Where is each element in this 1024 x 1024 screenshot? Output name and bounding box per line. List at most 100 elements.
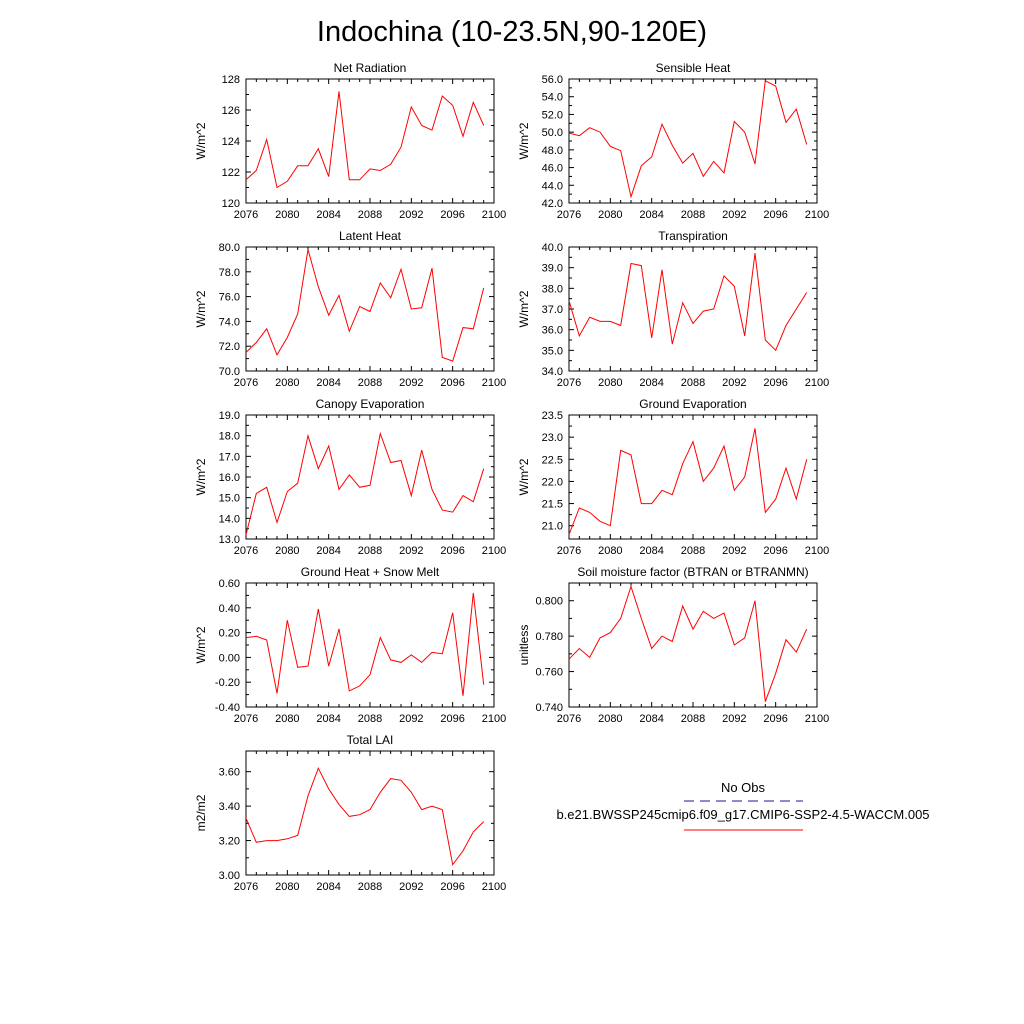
y-tick-label: 46.0 xyxy=(542,163,563,175)
y-axis-label: W/m^2 xyxy=(194,626,208,663)
y-tick-label: 54.0 xyxy=(542,92,563,104)
x-tick-label: 2084 xyxy=(316,713,340,725)
x-tick-label: 2080 xyxy=(275,377,299,389)
y-tick-label: 0.40 xyxy=(219,603,240,615)
x-tick-label: 2084 xyxy=(639,545,663,557)
x-tick-label: 2092 xyxy=(399,209,423,221)
y-tick-label: 21.5 xyxy=(542,499,563,511)
plot-frame xyxy=(568,582,818,708)
y-tick-label: 16.0 xyxy=(219,472,240,484)
y-tick-label: 52.0 xyxy=(542,109,563,121)
x-tick-label: 2092 xyxy=(722,377,746,389)
x-tick-label: 2080 xyxy=(275,209,299,221)
x-tick-label: 2096 xyxy=(763,545,787,557)
panel-transpiration: Transpiration W/m^2 2076 2080 2084 2088 2092 20… xyxy=(517,229,829,389)
x-tick-label: 2076 xyxy=(234,377,258,389)
y-axis-label: W/m^2 xyxy=(517,458,531,495)
panel-title: Soil moisture factor (BTRAN or BTRANMN) xyxy=(577,565,808,579)
x-tick-label: 2076 xyxy=(234,713,258,725)
y-tick-label: 21.0 xyxy=(542,521,563,533)
y-tick-label: 44.0 xyxy=(542,180,563,192)
x-tick-label: 2092 xyxy=(722,209,746,221)
x-tick-label: 2084 xyxy=(316,881,340,893)
y-tick-label: 0.740 xyxy=(535,702,563,714)
y-tick-label: 0.800 xyxy=(535,596,563,608)
panel-title: Total LAI xyxy=(347,733,394,747)
x-tick-label: 2076 xyxy=(234,881,258,893)
x-tick-label: 2080 xyxy=(598,377,622,389)
y-axis-label: W/m^2 xyxy=(194,458,208,495)
y-tick-label: 17.0 xyxy=(219,451,240,463)
y-tick-label: 128 xyxy=(222,74,240,86)
y-tick-label: 18.0 xyxy=(219,431,240,443)
series-line xyxy=(568,428,808,535)
y-tick-label: 74.0 xyxy=(219,316,240,328)
y-tick-label: 19.0 xyxy=(219,410,240,422)
x-tick-label: 2100 xyxy=(805,377,829,389)
x-tick-label: 2084 xyxy=(316,377,340,389)
x-tick-label: 2084 xyxy=(639,713,663,725)
x-tick-label: 2076 xyxy=(557,713,581,725)
x-tick-label: 2100 xyxy=(482,713,506,725)
main-title: Indochina (10-23.5N,90-120E) xyxy=(317,16,707,48)
y-tick-label: 15.0 xyxy=(219,493,240,505)
y-tick-label: 22.0 xyxy=(542,476,563,488)
x-tick-label: 2100 xyxy=(805,545,829,557)
plot-frame xyxy=(245,78,495,204)
y-tick-label: 0.20 xyxy=(219,628,240,640)
y-tick-label: 50.0 xyxy=(542,127,563,139)
series-line xyxy=(568,584,808,702)
y-tick-label: 120 xyxy=(222,198,240,210)
plot-frame xyxy=(568,246,818,372)
panel-ground-evaporation: Ground Evaporation W/m^2 2076 2080 2084 2088 2… xyxy=(517,397,829,557)
series-line xyxy=(245,431,485,536)
y-tick-label: 39.0 xyxy=(542,263,563,275)
y-tick-label: 22.5 xyxy=(542,454,563,466)
y-axis-label: W/m^2 xyxy=(517,290,531,327)
x-tick-label: 2096 xyxy=(763,377,787,389)
x-tick-label: 2088 xyxy=(681,713,705,725)
x-tick-label: 2080 xyxy=(598,209,622,221)
x-tick-label: 2084 xyxy=(639,209,663,221)
x-tick-label: 2088 xyxy=(358,881,382,893)
panel-canopy-evaporation: Canopy Evaporation W/m^2 2076 2080 2084 2088 2… xyxy=(194,397,506,557)
y-tick-label: 124 xyxy=(222,136,240,148)
x-tick-label: 2092 xyxy=(399,881,423,893)
panel-title: Sensible Heat xyxy=(656,61,731,75)
y-tick-label: 80.0 xyxy=(219,242,240,254)
x-tick-label: 2076 xyxy=(234,545,258,557)
x-tick-label: 2100 xyxy=(805,713,829,725)
y-tick-label: 23.0 xyxy=(542,432,563,444)
x-tick-label: 2096 xyxy=(440,881,464,893)
panel-ground-heat-snow-melt: Ground Heat + Snow Melt W/m^2 2076 2080 2084… xyxy=(194,565,506,725)
legend: No Obs b.e21.BWSSP245cmip6.f09_g17.CMIP6… xyxy=(556,780,930,831)
y-tick-label: 13.0 xyxy=(219,534,240,546)
y-tick-label: 122 xyxy=(222,167,240,179)
y-axis-label: W/m^2 xyxy=(194,122,208,159)
panel-title: Transpiration xyxy=(658,229,728,243)
x-tick-label: 2080 xyxy=(275,545,299,557)
y-tick-label: 0.60 xyxy=(219,578,240,590)
panel-sensible-heat: Sensible Heat W/m^2 2076 2080 2084 2088 2092 20… xyxy=(517,61,829,221)
panel-title: Latent Heat xyxy=(339,229,402,243)
y-tick-label: 0.00 xyxy=(219,652,240,664)
series-line xyxy=(245,91,485,189)
y-tick-label: 40.0 xyxy=(542,242,563,254)
x-tick-label: 2096 xyxy=(763,209,787,221)
x-tick-label: 2092 xyxy=(399,545,423,557)
x-tick-label: 2076 xyxy=(557,545,581,557)
y-tick-label: 35.0 xyxy=(542,345,563,357)
y-tick-label: -0.40 xyxy=(215,702,240,714)
plot-frame xyxy=(245,750,495,876)
x-tick-label: 2084 xyxy=(316,545,340,557)
y-tick-label: 78.0 xyxy=(219,267,240,279)
x-tick-label: 2088 xyxy=(681,377,705,389)
x-tick-label: 2076 xyxy=(234,209,258,221)
x-tick-label: 2100 xyxy=(805,209,829,221)
x-tick-label: 2076 xyxy=(557,377,581,389)
y-tick-label: 14.0 xyxy=(219,513,240,525)
panel-soil-moisture-factor-btran-or-btranmn: Soil moisture factor (BTRAN or BTRANMN) u… xyxy=(517,565,829,725)
y-tick-label: 42.0 xyxy=(542,198,563,210)
